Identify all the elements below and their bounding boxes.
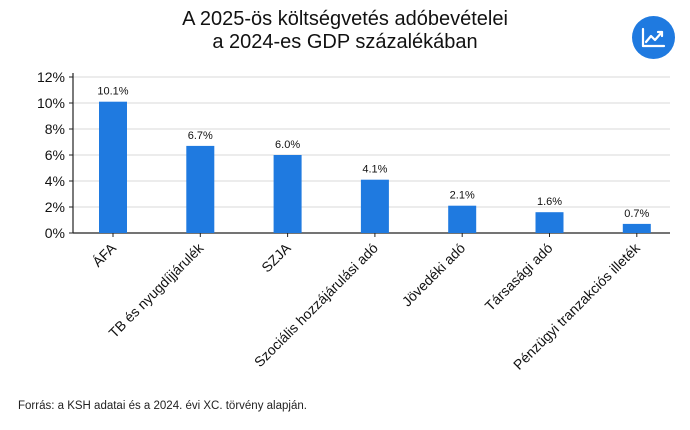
bar xyxy=(622,223,651,233)
chart-title-line1: A 2025-ös költségvetés adóbevételei xyxy=(182,8,508,30)
y-tick-label: 2% xyxy=(45,199,65,215)
bar xyxy=(99,101,127,233)
y-tick-label: 12% xyxy=(37,69,65,85)
x-tick-label: SZJA xyxy=(258,239,294,275)
bar-value-label: 0.7% xyxy=(624,208,649,220)
bar xyxy=(535,212,564,233)
trending-up-chart-icon xyxy=(632,16,675,59)
bar-value-label: 2.1% xyxy=(450,190,475,202)
bar-value-label: 1.6% xyxy=(537,196,562,208)
y-tick-label: 8% xyxy=(45,121,65,137)
source-note: Forrás: a KSH adatai és a 2024. évi XC. … xyxy=(18,400,307,412)
bar-value-label: 6.7% xyxy=(188,130,213,142)
x-tick-label: Társasági adó xyxy=(482,240,556,314)
x-tick-label: ÁFA xyxy=(89,239,119,269)
x-tick-label: Jövedéki adó xyxy=(399,240,469,310)
y-tick-label: 6% xyxy=(45,147,65,163)
y-tick-label: 4% xyxy=(45,173,65,189)
bar-value-label: 4.1% xyxy=(362,164,387,176)
chart-title: A 2025-ös költségvetés adóbevételei a 20… xyxy=(0,8,690,54)
bar xyxy=(273,155,302,233)
bar-value-label: 10.1% xyxy=(97,86,128,98)
bar xyxy=(186,145,215,233)
y-tick-label: 10% xyxy=(37,95,65,111)
bar xyxy=(360,179,389,233)
x-tick-label: TB és nyugdíjjárulék xyxy=(105,239,207,341)
bar xyxy=(448,205,477,233)
chart-title-line2: a 2024-es GDP százalékában xyxy=(212,31,478,53)
y-tick-label: 0% xyxy=(45,225,65,241)
bar-value-label: 6.0% xyxy=(275,139,300,151)
